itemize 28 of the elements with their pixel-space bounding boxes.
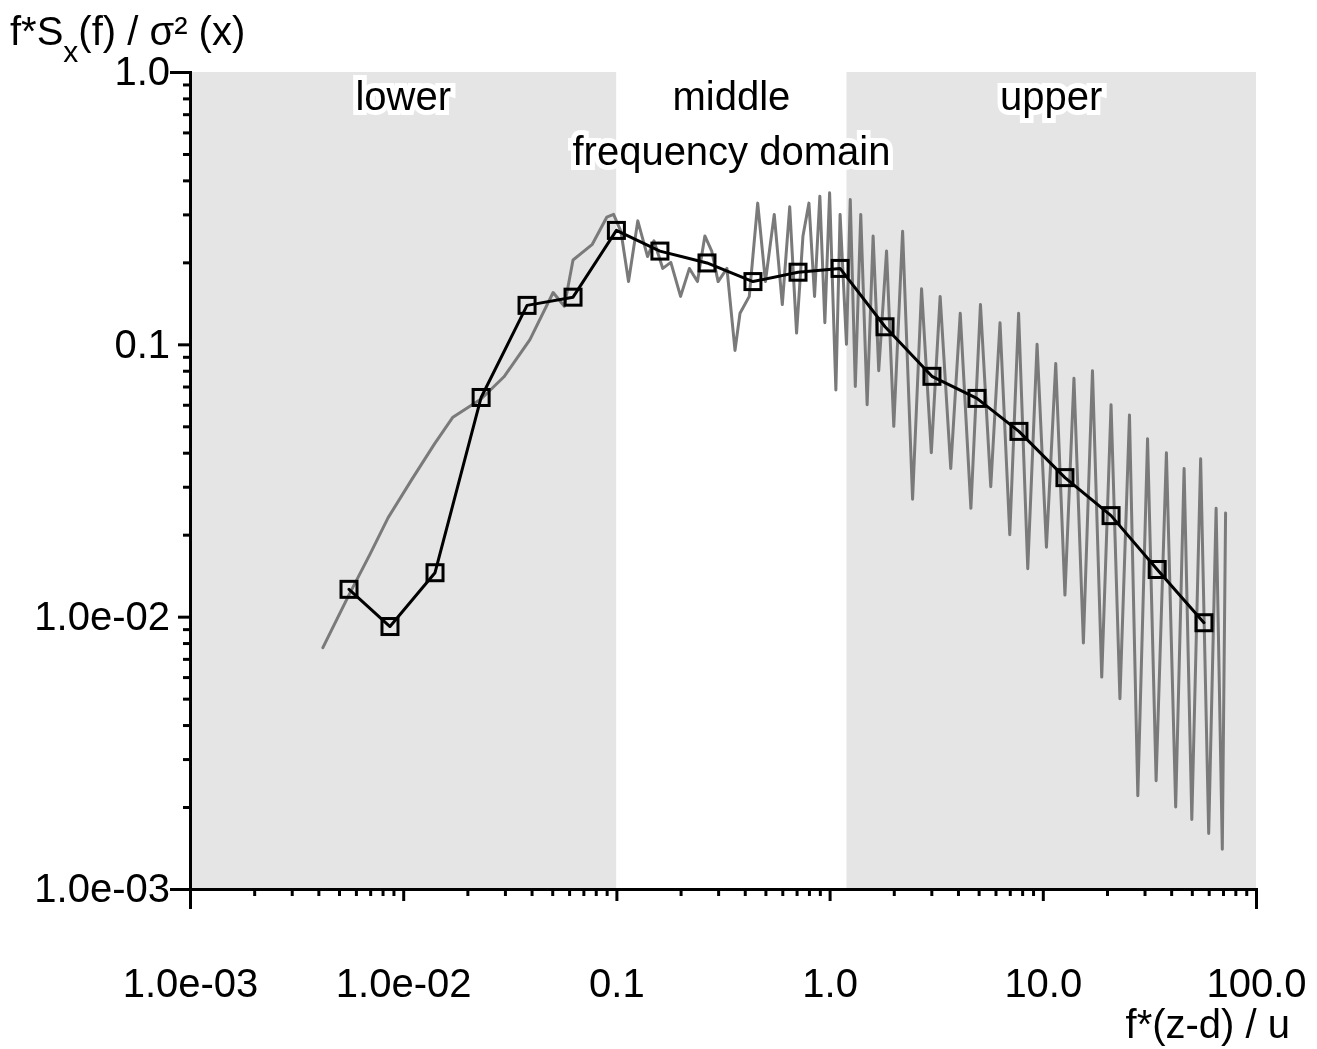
annotation: frequency domain	[572, 129, 891, 173]
point	[563, 287, 583, 307]
point	[967, 388, 987, 408]
band-label: lower	[355, 74, 451, 118]
point	[697, 253, 717, 273]
point	[875, 317, 895, 337]
point	[606, 220, 626, 240]
point	[830, 258, 850, 278]
band-label: upper	[1000, 74, 1103, 118]
band-label: middle	[672, 74, 791, 118]
point	[380, 617, 400, 637]
y-tick-label: 1.0e-03	[34, 866, 170, 911]
point	[471, 387, 491, 407]
point	[743, 272, 763, 292]
point	[1055, 468, 1075, 488]
point	[1147, 560, 1167, 579]
x-tick-label: 1.0	[802, 961, 858, 1006]
point	[1101, 506, 1121, 526]
x-tick-label: 10.0	[1004, 961, 1083, 1006]
point	[425, 563, 445, 583]
x-tick-label: 1.0e-02	[335, 961, 472, 1006]
x-tick-label: 0.1	[589, 961, 645, 1006]
point	[517, 295, 537, 315]
y-tick-label: 1.0e-02	[34, 593, 170, 638]
y-tick-label: 0.1	[114, 321, 170, 366]
point	[922, 366, 942, 386]
point	[788, 262, 808, 282]
point	[650, 241, 670, 261]
